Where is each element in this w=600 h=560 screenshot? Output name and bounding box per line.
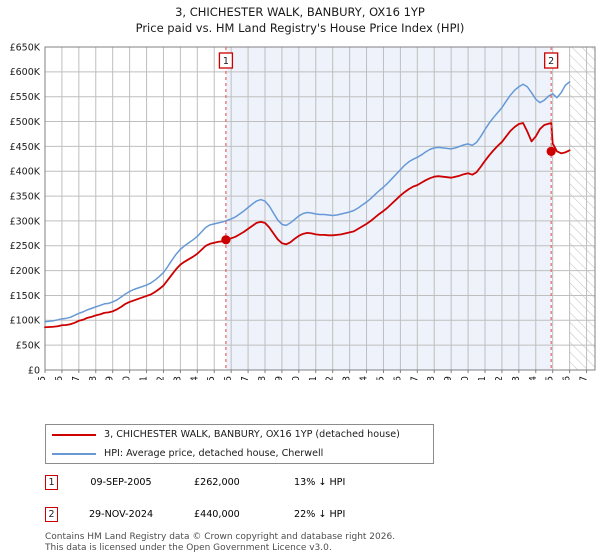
svg-text:2023: 2023	[511, 376, 522, 380]
legend-swatch-price-paid	[52, 433, 96, 436]
sale-index-badge: 1	[45, 474, 58, 490]
svg-text:£400K: £400K	[10, 167, 41, 178]
svg-text:2027: 2027	[579, 376, 590, 380]
svg-text:2016: 2016	[392, 376, 403, 380]
chart-plot: £0 £50K £100K £150K £200K £250K £300K £350K £400…	[0, 40, 600, 380]
svg-text:£650K: £650K	[10, 42, 41, 53]
chart-legend: 3, CHICHESTER WALK, BANBURY, OX16 1YP (d…	[45, 424, 434, 464]
svg-text:2026: 2026	[562, 376, 573, 380]
svg-text:2025: 2025	[545, 376, 556, 380]
sale-date: 29-NOV-2024	[88, 508, 154, 520]
svg-text:2005: 2005	[206, 376, 217, 380]
svg-text:£550K: £550K	[10, 92, 41, 103]
svg-text:2011: 2011	[308, 376, 319, 380]
sale-price: £440,000	[194, 508, 240, 520]
svg-text:2017: 2017	[409, 376, 420, 380]
sale-row: 2 29-NOV-2024 £440,000 22% ↓ HPI	[45, 506, 465, 522]
svg-text:2007: 2007	[240, 376, 251, 380]
svg-text:1999: 1999	[105, 376, 116, 380]
svg-text:£600K: £600K	[10, 67, 41, 78]
sale-date: 09-SEP-2005	[90, 476, 152, 488]
svg-text:1995: 1995	[37, 376, 48, 380]
svg-text:£0: £0	[28, 365, 40, 376]
svg-text:£50K: £50K	[16, 341, 41, 352]
sale-index-badge: 2	[45, 506, 58, 522]
svg-text:2003: 2003	[172, 376, 183, 380]
legend-swatch-hpi	[52, 452, 96, 455]
svg-text:2021: 2021	[477, 376, 488, 380]
title-block: 3, CHICHESTER WALK, BANBURY, OX16 1YP Pr…	[0, 4, 600, 36]
svg-text:2013: 2013	[342, 376, 353, 380]
legend-item-price-paid: 3, CHICHESTER WALK, BANBURY, OX16 1YP (d…	[46, 425, 433, 444]
page-subtitle: Price paid vs. HM Land Registry's House …	[135, 21, 465, 35]
svg-text:2010: 2010	[291, 376, 302, 380]
legend-item-hpi: HPI: Average price, detached house, Cher…	[46, 444, 433, 463]
svg-text:2012: 2012	[325, 376, 336, 380]
footer-copyright: Contains HM Land Registry data © Crown c…	[45, 532, 396, 542]
svg-text:2014: 2014	[359, 376, 370, 380]
svg-text:2019: 2019	[443, 376, 454, 380]
svg-text:2022: 2022	[494, 376, 505, 380]
svg-text:2000: 2000	[122, 376, 133, 380]
footer-licence: This data is licensed under the Open Gov…	[45, 543, 332, 553]
svg-text:2001: 2001	[139, 376, 150, 380]
svg-text:£150K: £150K	[10, 291, 41, 302]
svg-text:1: 1	[223, 56, 229, 67]
svg-text:2002: 2002	[155, 376, 166, 380]
svg-text:2008: 2008	[257, 376, 268, 380]
footer-attribution: Contains HM Land Registry data © Crown c…	[45, 532, 585, 554]
svg-text:£200K: £200K	[10, 266, 41, 277]
svg-text:1998: 1998	[88, 376, 99, 380]
legend-label-price-paid: 3, CHICHESTER WALK, BANBURY, OX16 1YP (d…	[104, 429, 400, 440]
svg-text:2018: 2018	[426, 376, 437, 380]
page-title: 3, CHICHESTER WALK, BANBURY, OX16 1YP	[175, 5, 425, 19]
svg-text:2004: 2004	[189, 376, 200, 380]
svg-text:2006: 2006	[223, 376, 234, 380]
svg-text:2020: 2020	[460, 376, 471, 380]
svg-text:1996: 1996	[54, 376, 65, 380]
sale-row: 1 09-SEP-2005 £262,000 13% ↓ HPI	[45, 474, 465, 490]
sale-hpi-delta: 13% ↓ HPI	[294, 476, 346, 488]
svg-text:2024: 2024	[528, 376, 539, 380]
svg-text:2009: 2009	[274, 376, 285, 380]
svg-text:£500K: £500K	[10, 117, 41, 128]
price-history-chart: £0 £50K £100K £150K £200K £250K £300K £350K £400…	[10, 42, 596, 380]
legend-label-hpi: HPI: Average price, detached house, Cher…	[104, 448, 324, 459]
svg-text:1997: 1997	[71, 376, 82, 380]
svg-text:£300K: £300K	[10, 216, 41, 227]
sale-price: £262,000	[194, 476, 240, 488]
svg-text:£450K: £450K	[10, 142, 41, 153]
svg-text:£350K: £350K	[10, 191, 41, 202]
sale-hpi-delta: 22% ↓ HPI	[294, 508, 346, 520]
svg-text:2015: 2015	[375, 376, 386, 380]
svg-text:£100K: £100K	[10, 316, 41, 327]
svg-text:2: 2	[548, 56, 554, 67]
svg-text:£250K: £250K	[10, 241, 41, 252]
